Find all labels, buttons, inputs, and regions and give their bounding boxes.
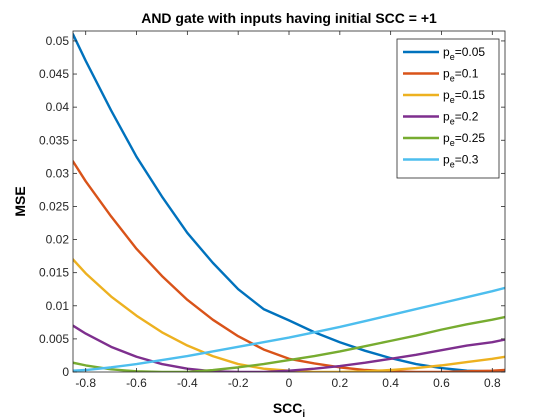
legend-box [396,38,500,179]
x-axis-label-main: SCC [273,400,303,416]
legend-label-5: pe=0.25 [443,131,485,148]
x-tick-label: 0 [286,376,293,390]
y-tick-label: 0.01 [46,299,70,313]
legend-label-2: pe=0.1 [443,67,479,84]
x-tick-label: 0.4 [382,376,399,390]
y-tick-label: 0.045 [39,67,69,81]
y-axis-label: MSE [12,186,28,216]
y-tick-label: 0.05 [46,34,70,48]
y-tick-label: 0.035 [39,133,69,147]
y-axis-ticks: 0 0.005 0.01 0.015 0.02 0.025 0.03 0.035 0.04 0.0… [39,34,505,379]
x-tick-label: -0.2 [228,376,249,390]
legend-label-value: =0.15 [455,88,486,102]
legend-label-main: p [443,45,450,59]
chart-title: AND gate with inputs having initial SCC … [141,10,437,26]
y-tick-label: 0.04 [46,100,70,114]
series-line-6 [73,286,505,372]
legend-label-main: p [443,131,450,145]
legend-label-subscript: e [450,52,455,62]
legend-label-6: pe=0.3 [443,153,479,170]
legend-label-4: pe=0.2 [443,110,479,127]
legend-label-subscript: e [450,95,455,105]
legend-label-value: =0.25 [455,131,486,145]
legend-label-value: =0.05 [455,45,486,59]
legend-label-subscript: e [450,74,455,84]
x-tick-label: -0.8 [75,376,96,390]
legend-label-main: p [443,110,450,124]
legend-label-value: =0.2 [455,110,479,124]
y-tick-label: 0.015 [39,266,69,280]
x-tick-label: 0.6 [433,376,450,390]
y-tick-label: 0.025 [39,199,69,213]
legend-label-main: p [443,67,450,81]
x-tick-label: 0.2 [331,376,348,390]
x-tick-label: -0.6 [126,376,147,390]
legend-label-subscript: e [450,138,455,148]
series-line-2 [73,160,505,372]
legend-label-main: p [443,88,450,102]
legend-label-main: p [443,153,450,167]
legend-label-3: pe=0.15 [443,88,485,105]
legend-label-1: pe=0.05 [443,45,485,62]
x-axis-label: SCCi [273,400,306,420]
y-tick-label: 0.005 [39,332,69,346]
legend-label-subscript: e [450,117,455,127]
y-tick-label: 0.03 [46,166,70,180]
x-axis-ticks: -0.8 -0.6 -0.4 -0.2 0 0.2 0.4 0.6 0.8 [75,31,501,390]
x-axis-label-subscript: i [302,409,305,420]
x-tick-label: -0.4 [177,376,198,390]
legend-label-value: =0.1 [455,67,479,81]
legend-label-value: =0.3 [455,153,479,167]
y-tick-label: 0 [62,365,69,379]
legend-label-subscript: e [450,160,455,170]
y-tick-label: 0.02 [46,233,70,247]
x-tick-label: 0.8 [484,376,501,390]
